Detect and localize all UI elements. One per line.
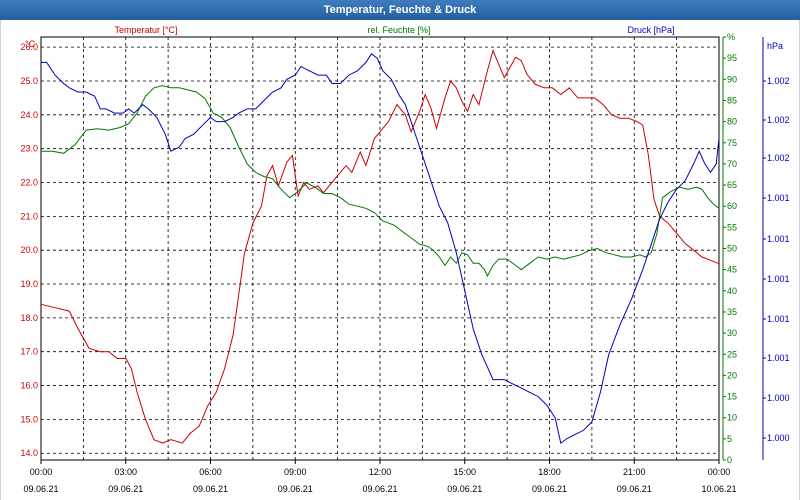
y-tick-label-temperature: 26.0 [20, 42, 38, 52]
y-tick-label-temperature: 24.0 [20, 110, 38, 120]
y-tick-label-humidity: 85 [727, 95, 737, 105]
x-tick-label-time: 09:00 [284, 467, 307, 477]
y-tick-label-humidity: 45 [727, 265, 737, 275]
y-tick-label-temperature: 17.0 [20, 347, 38, 357]
x-tick-label-date: 09.06.21 [362, 484, 397, 494]
y-tick-label-temperature: 20.0 [20, 245, 38, 255]
x-tick-label-time: 00:00 [30, 467, 53, 477]
y-tick-label-humidity: 70 [727, 159, 737, 169]
y-tick-label-humidity: % [727, 32, 735, 42]
y-tick-label-humidity: 40 [727, 286, 737, 296]
y-tick-label-humidity: 75 [727, 138, 737, 148]
y-tick-label-temperature: 14.0 [20, 448, 38, 458]
x-tick-label-time: 15:00 [453, 467, 476, 477]
y-tick-label-humidity: 50 [727, 244, 737, 254]
y-tick-label-temperature: 22.0 [20, 178, 38, 188]
chart-area: 00:00 09.06.21 03:00 09.06.21 06:00 09.06.21 0… [0, 20, 800, 500]
x-tick-label-date: 09.06.21 [617, 484, 652, 494]
y-tick-label-pressure: 1.001 [767, 353, 790, 363]
y-tick-label-humidity: 0 [727, 455, 732, 465]
y-tick-label-humidity: 80 [727, 117, 737, 127]
y-tick-label-pressure: 1.000 [767, 393, 790, 403]
y-tick-label-humidity: 15 [727, 392, 737, 402]
y-tick-label-humidity: 60 [727, 201, 737, 211]
y-tick-label-pressure: 1.001 [767, 234, 790, 244]
x-tick-label-date: 09.06.21 [193, 484, 228, 494]
x-tick-label-date: 09.06.21 [532, 484, 567, 494]
y-tick-label-temperature: 18.0 [20, 313, 38, 323]
x-tick-label-date: 09.06.21 [447, 484, 482, 494]
y-tick-label-humidity: 20 [727, 370, 737, 380]
x-tick-label-time: 06:00 [199, 467, 222, 477]
y-tick-label-humidity: 90 [727, 74, 737, 84]
multi-axis-line-chart: 00:00 09.06.21 03:00 09.06.21 06:00 09.06.21 0… [20, 25, 790, 494]
y-tick-label-pressure: 1.002 [767, 153, 790, 163]
y-tick-label-pressure: 1.001 [767, 314, 790, 324]
y-tick-label-pressure: 1.002 [767, 76, 790, 86]
legend-temperature: Temperatur [°C] [114, 25, 177, 35]
y-tick-label-humidity: 55 [727, 222, 737, 232]
series-line-humidity [41, 85, 720, 278]
series-line-temperature [40, 48, 720, 444]
x-tick-label-time: 21:00 [623, 467, 646, 477]
chart-title: Temperatur, Feuchte & Druck [0, 0, 800, 20]
y-tick-label-temperature: 15.0 [20, 414, 38, 424]
y-tick-label-humidity: 95 [727, 53, 737, 63]
legend-humidity: rel. Feuchte [%] [367, 25, 430, 35]
y-tick-label-pressure: 1.002 [767, 115, 790, 125]
y-axis-unit-temperature: °C [25, 39, 36, 49]
y-tick-label-temperature: 21.0 [20, 211, 38, 221]
x-tick-label-date: 09.06.21 [108, 484, 143, 494]
x-tick-label-date: 09.06.21 [278, 484, 313, 494]
y-tick-label-humidity: 35 [727, 307, 737, 317]
series-line-pressure [41, 53, 720, 444]
y-tick-label-humidity: 65 [727, 180, 737, 190]
y-tick-label-pressure: 1.000 [767, 433, 790, 443]
y-tick-label-humidity: 10 [727, 413, 737, 423]
x-tick-label-date: 10.06.21 [701, 484, 736, 494]
y-tick-label-temperature: 16.0 [20, 381, 38, 391]
y-tick-label-humidity: 5 [727, 434, 732, 444]
x-tick-label-time: 03:00 [114, 467, 137, 477]
y-tick-label-temperature: 19.0 [20, 279, 38, 289]
y-tick-label-temperature: 25.0 [20, 76, 38, 86]
x-tick-label-time: 00:00 [708, 467, 731, 477]
x-tick-label-time: 12:00 [369, 467, 392, 477]
y-tick-label-pressure: 1.001 [767, 274, 790, 284]
x-tick-label-time: 18:00 [538, 467, 561, 477]
y-tick-label-pressure: hPa [767, 41, 783, 51]
legend-pressure: Druck [hPa] [627, 25, 674, 35]
y-tick-label-humidity: 30 [727, 328, 737, 338]
y-tick-label-pressure: 1.001 [767, 193, 790, 203]
x-tick-label-date: 09.06.21 [23, 484, 58, 494]
y-tick-label-humidity: 25 [727, 349, 737, 359]
y-tick-label-temperature: 23.0 [20, 144, 38, 154]
